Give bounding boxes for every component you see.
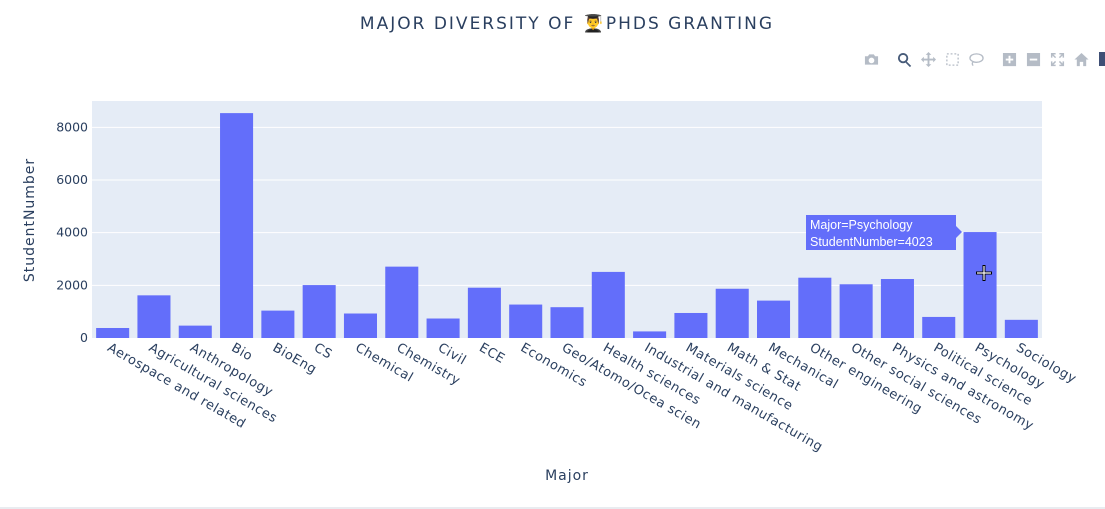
bar-other-social-sciences[interactable]: [839, 284, 873, 338]
lasso-select-icon[interactable]: [966, 49, 987, 69]
y-axis-ticks: 0 2000 4000 6000 8000: [56, 119, 88, 345]
bar-ece[interactable]: [467, 287, 501, 338]
bar-mechanical[interactable]: [757, 300, 791, 338]
bar-materials-science[interactable]: [674, 312, 708, 338]
bottom-divider: [0, 507, 1105, 509]
y-tick-label: 0: [80, 330, 88, 345]
x-tick-label: CS: [311, 340, 334, 362]
bar-sociology[interactable]: [1004, 319, 1038, 338]
bar-geo-atomo-ocea-scien[interactable]: [550, 307, 584, 338]
zoom-in-icon[interactable]: [999, 49, 1020, 69]
hover-tooltip: Major=Psychology StudentNumber=4023: [806, 215, 962, 250]
x-axis-label: Major: [545, 468, 589, 484]
tooltip-line-value: StudentNumber=4023: [810, 235, 933, 249]
bar-bioeng[interactable]: [261, 310, 295, 338]
y-tick-label: 8000: [56, 119, 88, 134]
bar-agricultural-sciences[interactable]: [137, 295, 171, 338]
autoscale-icon[interactable]: [1047, 49, 1068, 69]
plotly-logo-icon[interactable]: [1099, 52, 1105, 66]
tooltip-line-major: Major=Psychology: [810, 218, 913, 232]
x-tick-label: ECE: [476, 340, 507, 366]
bar-political-science[interactable]: [922, 316, 956, 338]
bar-psychology[interactable]: [963, 232, 997, 338]
modebar-group-export: [861, 49, 882, 69]
bar-economics[interactable]: [509, 304, 543, 338]
pan-icon[interactable]: [918, 49, 939, 69]
reset-axes-icon[interactable]: [1071, 49, 1092, 69]
bar-bio[interactable]: [220, 113, 254, 338]
bar-anthropology[interactable]: [178, 325, 212, 338]
y-tick-label: 6000: [56, 172, 88, 187]
crosshair-cursor-icon: [976, 265, 992, 281]
tooltip-pointer: [956, 226, 962, 238]
camera-icon[interactable]: [861, 49, 882, 69]
zoom-out-icon[interactable]: [1023, 49, 1044, 69]
bar-aerospace-and-related[interactable]: [96, 327, 130, 338]
modebar: [852, 49, 1105, 69]
box-select-icon[interactable]: [942, 49, 963, 69]
bar-chemistry[interactable]: [385, 266, 419, 338]
chart-title: MAJOR DIVERSITY OF 👨‍🎓PHDS GRANTING: [360, 13, 774, 34]
y-tick-label: 2000: [56, 277, 88, 292]
bar-health-sciences[interactable]: [591, 271, 625, 338]
bar-chemical[interactable]: [343, 313, 377, 338]
bar-other-engineering[interactable]: [798, 277, 832, 338]
bar-cs[interactable]: [302, 285, 336, 338]
modebar-group-tools: [894, 49, 987, 69]
y-axis-label: StudentNumber: [22, 158, 38, 282]
zoom-icon[interactable]: [894, 49, 915, 69]
bar-industrial-and-manufacturing[interactable]: [633, 331, 667, 338]
bars: [96, 113, 1038, 338]
modebar-group-zoom: [999, 49, 1092, 69]
tooltip-box: [806, 215, 956, 250]
bar-civil[interactable]: [426, 318, 460, 338]
x-tick-label: Bio: [229, 340, 256, 364]
bar-physics-and-astronomy[interactable]: [880, 279, 914, 338]
bar-math-stat[interactable]: [715, 288, 749, 338]
y-tick-label: 4000: [56, 225, 88, 240]
x-tick-label: BioEng: [270, 340, 319, 377]
